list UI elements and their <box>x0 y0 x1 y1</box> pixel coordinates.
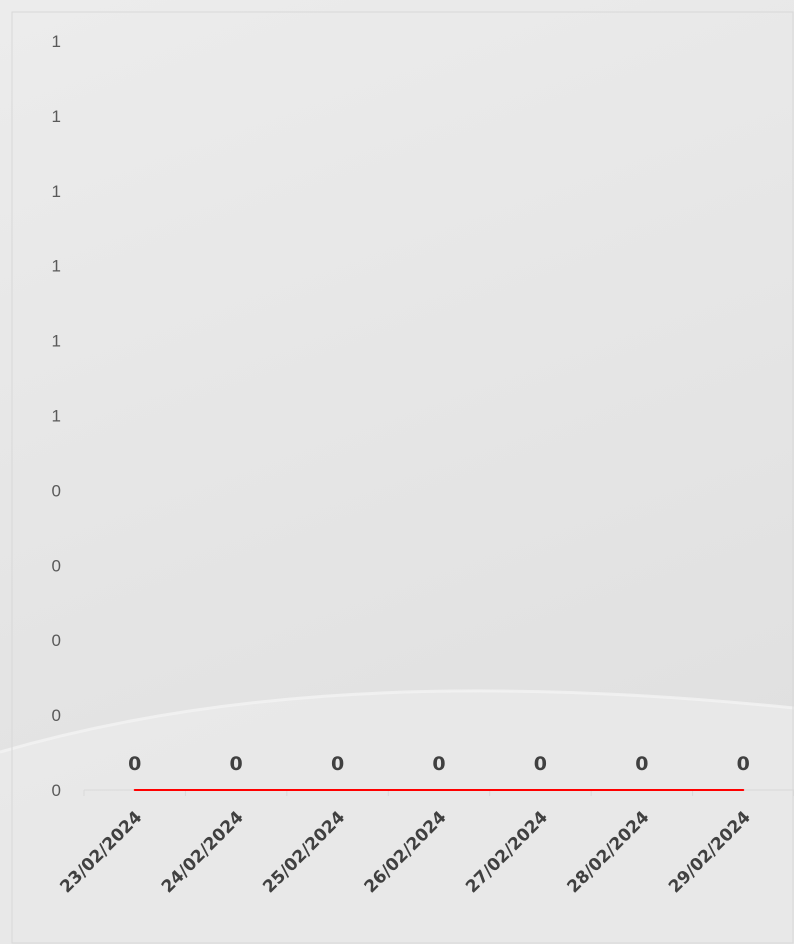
y-tick-label: 1 <box>52 182 61 201</box>
data-point <box>742 789 745 791</box>
y-tick-label: 0 <box>52 481 61 500</box>
data-label: 0 <box>635 753 648 775</box>
y-axis: 0 0 0 0 0 1 1 1 1 1 1 <box>52 32 61 800</box>
data-label: 0 <box>534 753 547 775</box>
data-label: 0 <box>128 753 141 775</box>
chart-border <box>11 11 794 944</box>
data-point <box>640 789 643 791</box>
y-tick-label: 1 <box>52 32 61 51</box>
y-tick-label: 0 <box>52 781 61 800</box>
y-tick-label: 1 <box>52 332 61 351</box>
data-label: 0 <box>230 753 243 775</box>
data-point <box>336 789 339 791</box>
data-point <box>133 789 136 791</box>
data-label: 0 <box>432 753 445 775</box>
data-point <box>235 789 238 791</box>
y-tick-label: 1 <box>52 107 61 126</box>
y-tick-label: 1 <box>52 407 61 426</box>
background-swoosh <box>0 690 794 944</box>
data-label: 0 <box>737 753 750 775</box>
y-tick-label: 0 <box>52 706 61 725</box>
y-tick-label: 0 <box>52 556 61 575</box>
data-point <box>539 789 542 791</box>
background-swoosh-highlight <box>0 689 794 754</box>
data-label: 0 <box>331 753 344 775</box>
y-tick-label: 1 <box>52 257 61 276</box>
series-layer <box>133 789 745 791</box>
y-tick-label: 0 <box>52 631 61 650</box>
data-point <box>438 789 440 791</box>
data-labels: 0 0 0 0 0 0 0 <box>128 753 750 775</box>
